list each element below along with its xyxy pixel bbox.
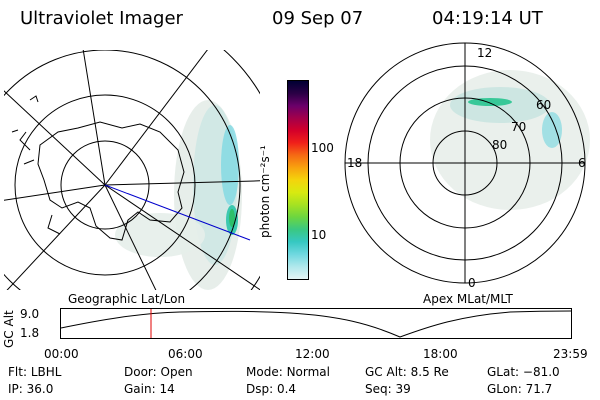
status-gc-alt: GC Alt: 8.5 Re — [365, 365, 449, 379]
magnetic-polar-plot — [344, 42, 590, 284]
geographic-map — [4, 50, 260, 290]
status-ip: IP: 36.0 — [8, 382, 54, 396]
time-tick-0600: 06:00 — [168, 347, 203, 361]
timeline-y-label: GC Alt — [2, 310, 16, 348]
header-date: 09 Sep 07 — [272, 8, 364, 29]
mlt-label-0: 0 — [468, 276, 476, 290]
header-time: 04:19:14 UT — [432, 8, 543, 29]
status-seq: Seq: 39 — [365, 382, 411, 396]
mlat-label-80: 80 — [492, 138, 508, 152]
time-tick-0000: 00:00 — [44, 347, 79, 361]
colorbar-tick-100: 100 — [311, 141, 334, 155]
colorbar — [287, 80, 309, 280]
left-map-caption: Geographic Lat/Lon — [68, 292, 186, 306]
app-title: Ultraviolet Imager — [20, 8, 183, 29]
antarctica-outline — [37, 121, 185, 241]
time-tick-1200: 12:00 — [295, 347, 330, 361]
time-tick-1800: 18:00 — [423, 347, 458, 361]
mlt-label-18: 18 — [347, 156, 363, 170]
mlt-label-6: 6 — [578, 156, 586, 170]
mlat-label-60: 60 — [536, 98, 552, 112]
right-map-caption: Apex MLat/MLT — [423, 292, 513, 306]
status-filter: Flt: LBHL — [8, 365, 62, 379]
colorbar-tick-10: 10 — [311, 228, 327, 242]
altitude-timeline — [60, 308, 572, 339]
status-mode: Mode: Normal — [246, 365, 330, 379]
auroral-emission — [115, 100, 242, 290]
mlt-label-12: 12 — [477, 46, 493, 60]
mlat-label-70: 70 — [511, 120, 527, 134]
time-tick-2359: 23:59 — [553, 347, 588, 361]
status-door: Door: Open — [124, 365, 193, 379]
status-dsp: Dsp: 0.4 — [246, 382, 297, 396]
timeline-y-tick-max: 9.0 — [20, 307, 40, 321]
auroral-emission-mlat — [430, 70, 590, 210]
status-glon: GLon: 71.7 — [487, 382, 553, 396]
status-glat: GLat: −81.0 — [487, 365, 560, 379]
status-gain: Gain: 14 — [124, 382, 175, 396]
timeline-y-tick-min: 1.8 — [20, 326, 40, 340]
colorbar-unit-label: photon cm⁻²s⁻¹ — [258, 145, 272, 238]
